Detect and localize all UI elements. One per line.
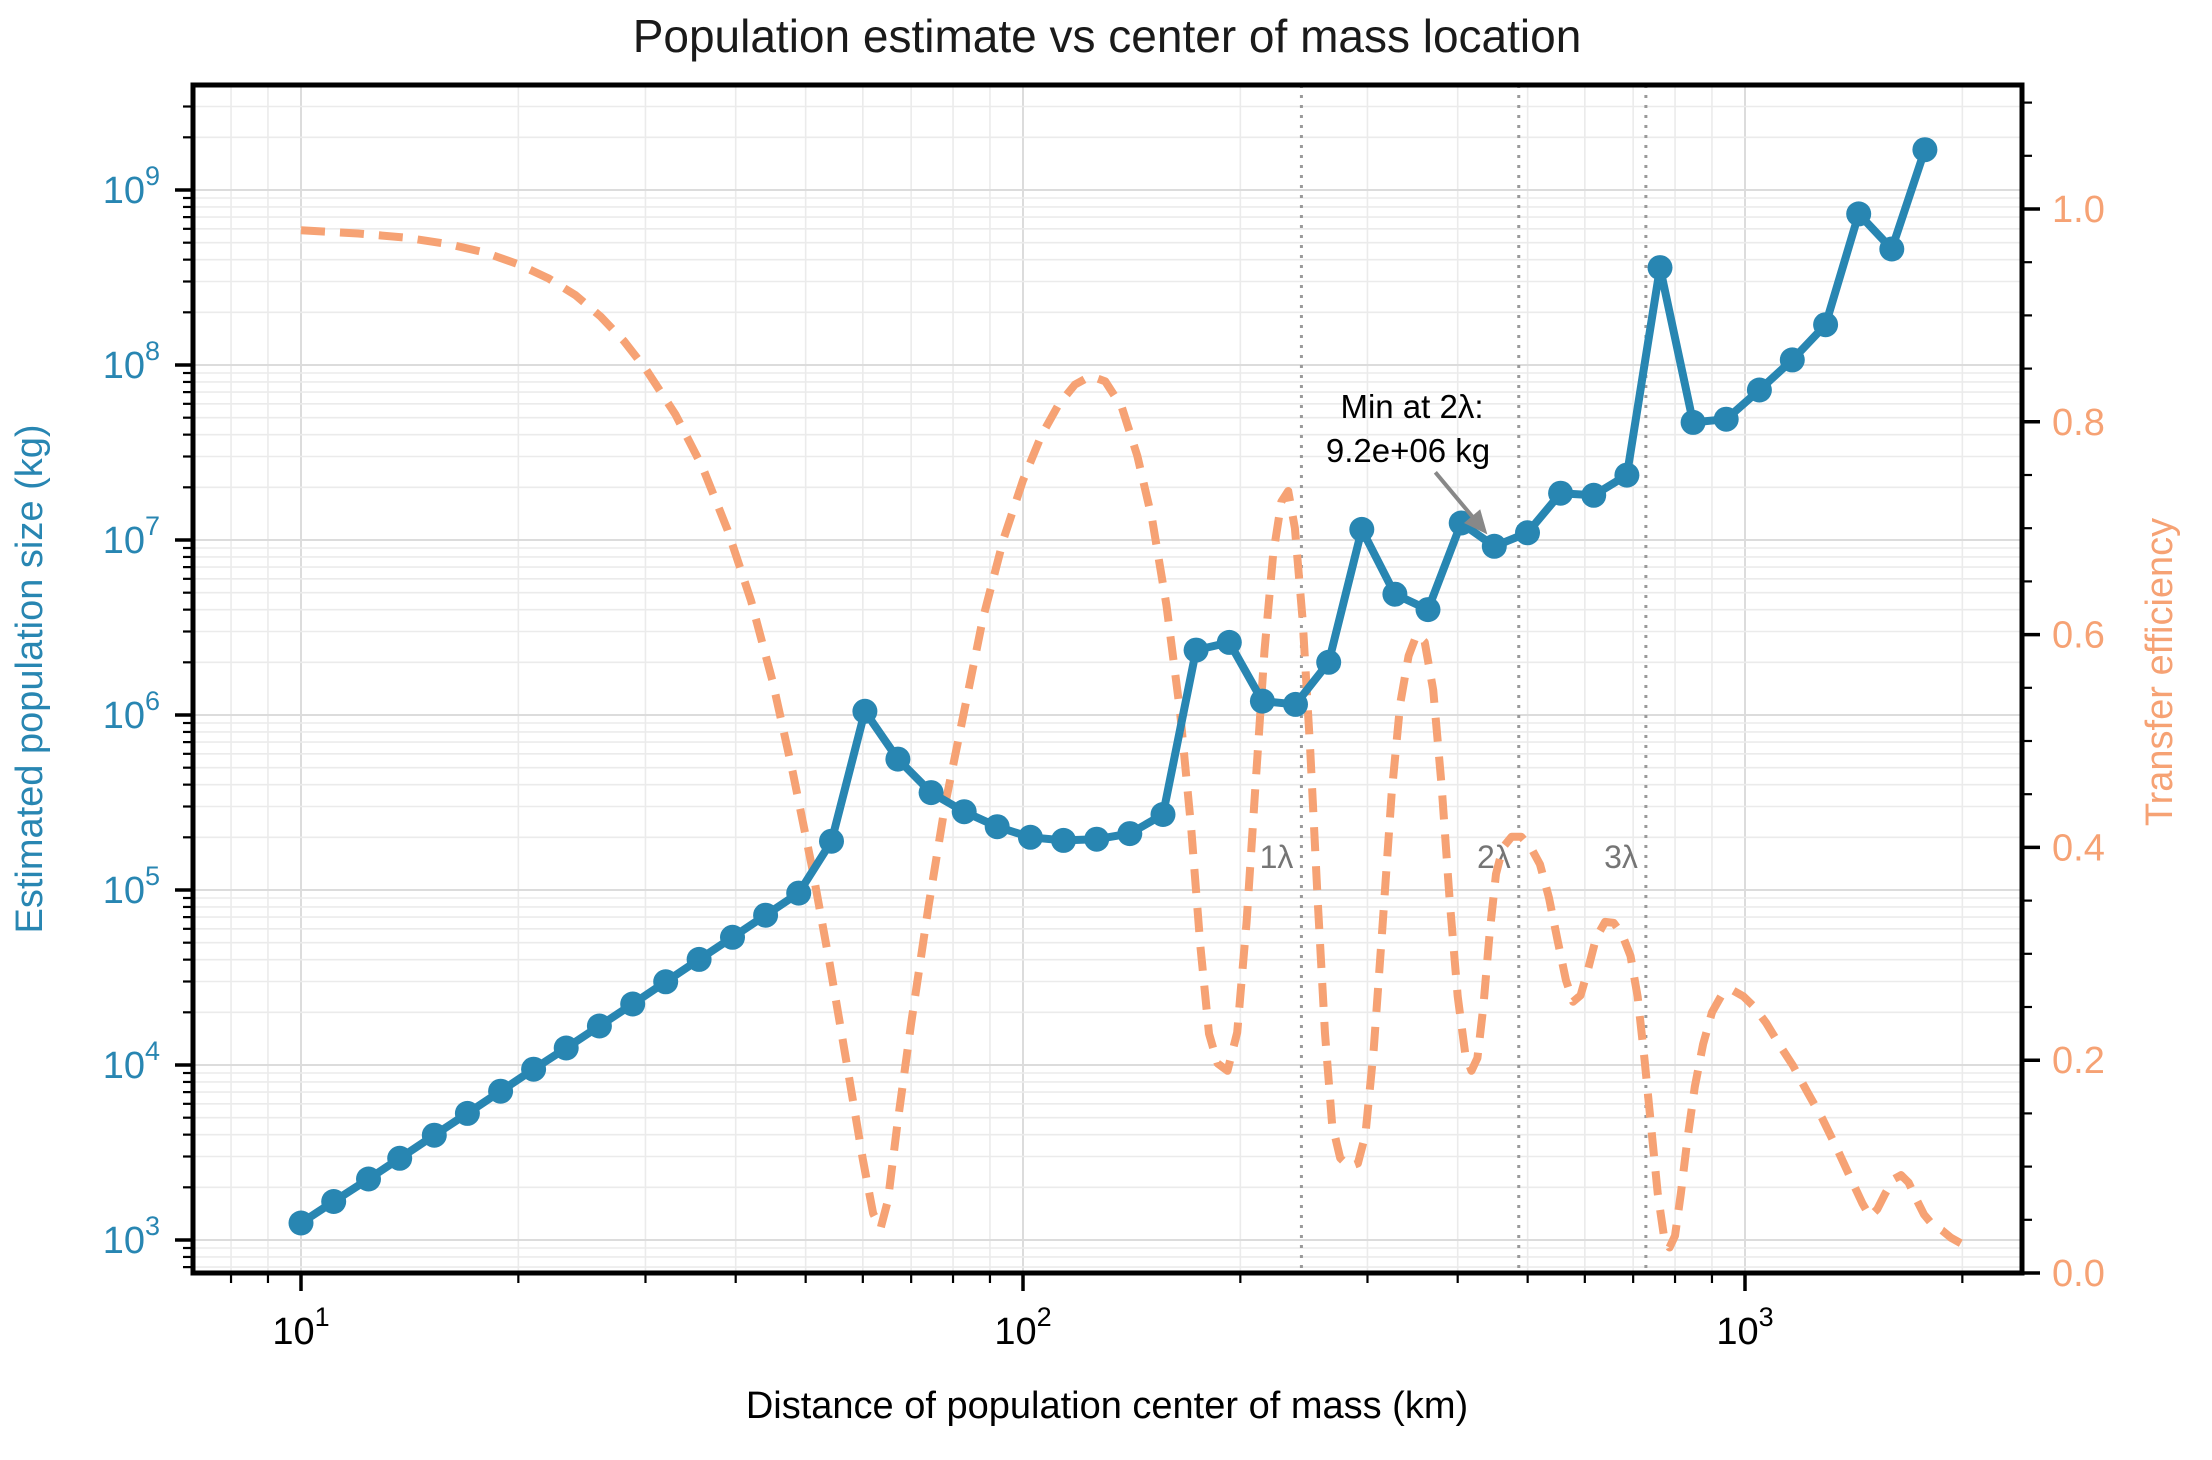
y-right-tick-label: 0.8 [2052, 402, 2105, 444]
population-data-point [1647, 255, 1673, 281]
population-data-point [620, 991, 646, 1017]
population-data-point [1481, 533, 1507, 559]
population-data-point [421, 1122, 447, 1148]
population-data-point [653, 969, 679, 995]
population-data-point [1746, 377, 1772, 403]
population-data-point [488, 1078, 514, 1104]
population-data-point [553, 1035, 579, 1061]
x-axis-label: Distance of population center of mass (k… [746, 1385, 1468, 1427]
x-tick-label: 101 [272, 1302, 329, 1353]
tick-labels: 101 102 103 103 104 105 106 107 108 109 0.0 0.2 0.4 0… [103, 161, 2105, 1353]
chart-title: Population estimate vs center of mass lo… [633, 10, 1582, 62]
population-data-point [387, 1145, 413, 1171]
population-data-point [753, 902, 779, 928]
gridlines [193, 85, 2022, 1273]
population-data-point [1448, 510, 1474, 536]
lambda-label-1λ: 1λ [1260, 839, 1294, 875]
population-data-point [356, 1166, 381, 1192]
population-data-point [586, 1013, 612, 1039]
efficiency-series-line [300, 226, 1963, 1252]
y-left-tick-label: 104 [103, 1036, 160, 1087]
population-data-point [1051, 827, 1076, 853]
y-right-tick-label: 0.2 [2052, 1040, 2105, 1082]
y-left-tick-label: 105 [103, 861, 160, 912]
annotation-line1: Min at 2λ: [1340, 388, 1483, 425]
population-data-point [852, 698, 878, 724]
population-series-markers [288, 137, 1938, 1236]
population-data-point [1249, 688, 1275, 714]
population-data-point [521, 1056, 547, 1082]
population-data-point [951, 799, 977, 825]
y-left-axis-label: Estimated population size (kg) [9, 424, 51, 933]
population-data-point [288, 1210, 314, 1236]
population-data-point [918, 780, 944, 806]
population-data-point [786, 880, 812, 906]
population-data-point [1614, 462, 1640, 488]
axes-spines-ticks [175, 82, 2040, 1291]
y-right-tick-label: 1.0 [2052, 189, 2105, 231]
population-data-point [885, 746, 911, 772]
population-data-point [1117, 821, 1143, 847]
y-right-axis-label: Transfer efficiency [2139, 518, 2181, 826]
population-data-point [1316, 649, 1342, 675]
x-tick-label: 103 [1716, 1302, 1773, 1353]
population-data-point [1382, 581, 1408, 607]
population-data-point [454, 1100, 480, 1126]
annotation: Min at 2λ: 9.2e+06 kg [1326, 388, 1490, 535]
y-right-tick-label: 0.6 [2052, 615, 2105, 657]
population-data-point [1515, 520, 1540, 546]
population-data-point [1581, 482, 1607, 508]
population-data-point [1912, 137, 1938, 163]
population-data-point [1084, 826, 1110, 852]
y-left-tick-label: 109 [103, 161, 160, 212]
data-series [288, 137, 1963, 1252]
annotation-arrow [1433, 471, 1488, 535]
population-data-point [1183, 637, 1209, 663]
population-data-point [819, 828, 844, 854]
population-data-point [1548, 480, 1574, 506]
population-data-point [1813, 312, 1839, 338]
population-data-point [686, 946, 712, 972]
population-data-point [321, 1189, 347, 1214]
population-data-point [984, 814, 1010, 840]
population-data-point [1150, 802, 1176, 827]
y-left-tick-label: 106 [103, 686, 160, 737]
population-data-point [1680, 409, 1706, 435]
population-data-point [720, 924, 745, 950]
y-left-tick-label: 107 [103, 511, 160, 562]
population-data-point [1283, 691, 1308, 717]
y-left-tick-label: 103 [103, 1211, 160, 1262]
population-data-point [1216, 629, 1242, 655]
population-series-line [298, 148, 1929, 1227]
y-right-tick-label: 0.0 [2052, 1253, 2105, 1295]
population-data-point [1713, 406, 1739, 432]
lambda-label-3λ: 3λ [1604, 839, 1638, 875]
y-left-tick-label: 108 [103, 336, 160, 387]
population-data-point [1779, 347, 1805, 373]
annotation-arrow-head [1464, 509, 1488, 535]
population-data-point [1349, 516, 1375, 542]
plot-border [190, 82, 2025, 1276]
population-data-point [1017, 824, 1043, 850]
population-data-point [1415, 597, 1441, 623]
x-tick-label: 102 [994, 1302, 1051, 1353]
population-data-point [1879, 236, 1905, 262]
y-right-tick-label: 0.4 [2052, 827, 2105, 869]
population-data-point [1846, 201, 1872, 227]
annotation-line2: 9.2e+06 kg [1326, 432, 1490, 469]
